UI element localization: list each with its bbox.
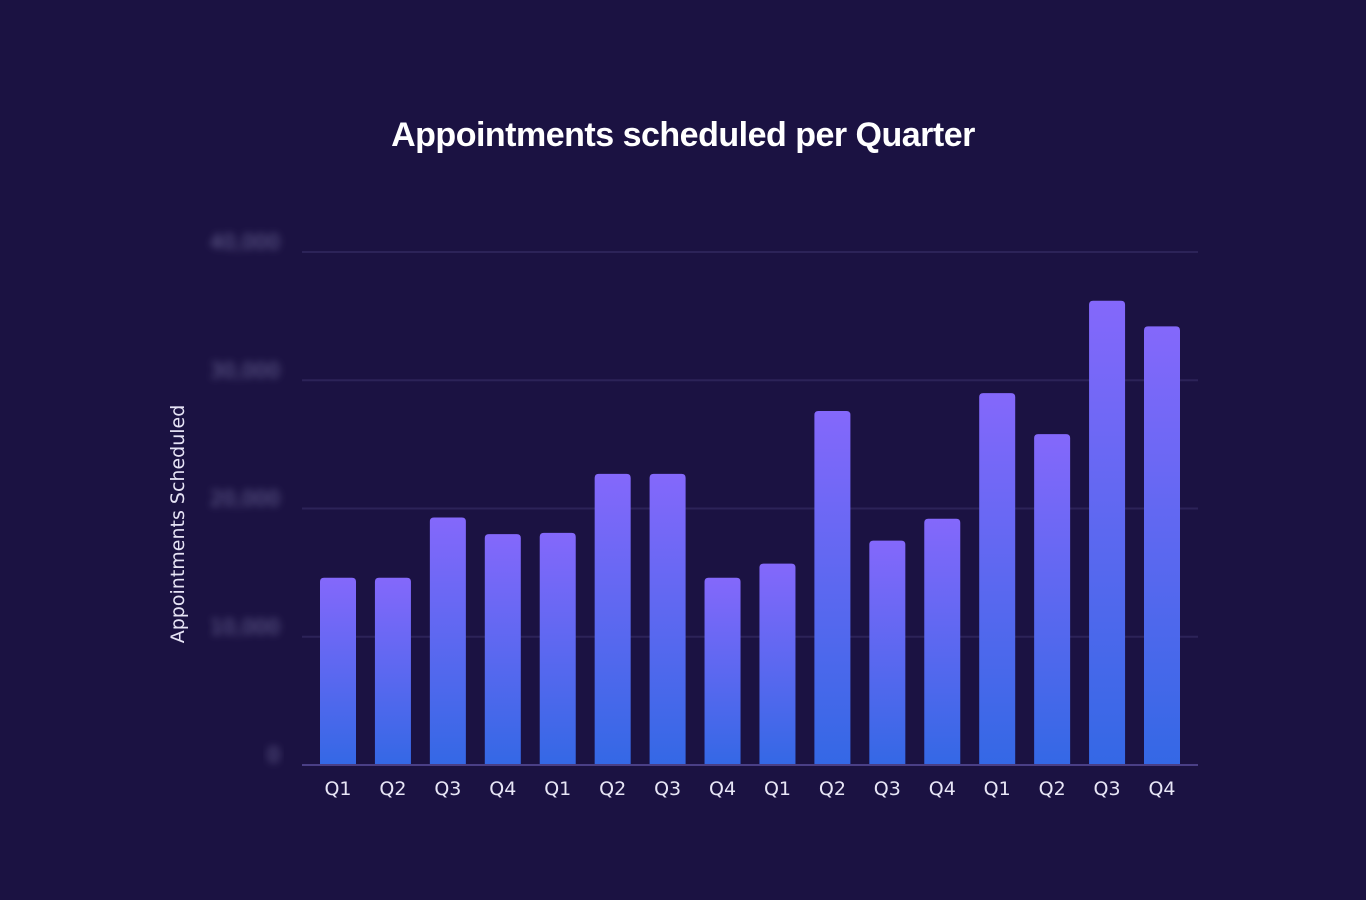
bar [1144,326,1180,765]
x-tick-label: Q1 [984,778,1011,800]
x-tick-label: Q3 [1094,778,1121,800]
chart-title: Appointments scheduled per Quarter [391,116,975,154]
x-tick-label: Q1 [544,778,571,800]
bar [374,577,411,765]
bar [1089,300,1126,765]
bar [759,563,796,765]
x-tick-label: Q3 [434,778,461,800]
x-tick-label: Q3 [654,778,681,800]
bar [814,411,851,765]
bar [320,577,356,765]
bar [429,517,466,765]
y-tick-label: 10,000 [210,615,280,639]
bar [539,532,576,765]
x-tick-label: Q4 [709,778,736,800]
bar [869,540,906,765]
x-axis-ticks: Q1 Q2 Q3 Q4 Q1 Q2 Q3 Q4 Q1 Q2 Q3 Q4 Q1 Q2 Q3 Q4 [324,778,1175,800]
y-tick-label: 30,000 [210,358,280,382]
bar [594,473,631,765]
y-tick-label: 0 [267,743,280,767]
x-tick-label: Q4 [929,778,956,800]
y-axis-ticks: 0 10,000 20,000 30,000 40,000 [210,230,280,767]
x-tick-label: Q4 [489,778,516,800]
bar [1034,434,1071,765]
x-tick-label: Q2 [379,778,406,800]
bar [924,518,961,765]
x-tick-label: Q1 [764,778,791,800]
x-tick-label: Q2 [819,778,846,800]
x-tick-label: Q1 [324,778,351,800]
x-tick-label: Q3 [874,778,901,800]
bar [979,393,1016,765]
bar [484,534,521,765]
y-tick-label: 40,000 [210,230,280,254]
bar [704,577,741,765]
x-tick-label: Q2 [1039,778,1066,800]
y-tick-label: 20,000 [210,487,280,511]
x-tick-label: Q2 [599,778,626,800]
x-tick-label: Q4 [1148,778,1175,800]
bars [320,300,1180,765]
bar [649,473,686,765]
y-axis-label: Appointments Scheduled [167,405,189,644]
